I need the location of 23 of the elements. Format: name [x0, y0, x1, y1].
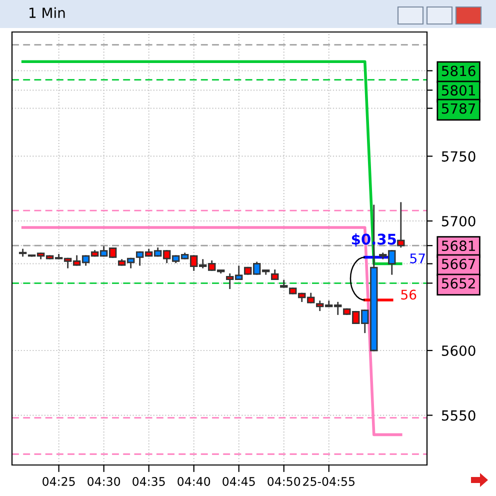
chart-title: 1 Min [30, 7, 65, 18]
x-tick-label: 04:50 [268, 477, 300, 486]
x-tick-label: 25-04:55 [303, 477, 354, 486]
y-tick-label: 5667 [442, 258, 476, 270]
y-tick-label: 5600 [442, 345, 476, 356]
y-tick-label: 5816 [442, 66, 476, 76]
x-tick-label: 04:40 [178, 477, 210, 486]
annotation: 56 [401, 290, 416, 300]
y-tick-label: 5801 [442, 85, 475, 96]
candlestick [280, 280, 288, 288]
y-tick-label: 5787 [442, 103, 476, 114]
x-tick-label: 04:25 [42, 477, 75, 486]
y-tick-label: 5750 [442, 151, 476, 162]
candlestick [397, 202, 405, 248]
text: 57 [410, 254, 425, 264]
y-tick-label: 5652 [442, 278, 475, 289]
y-tick-label: 5700 [442, 216, 476, 226]
y-tick-label: 5681 [442, 240, 475, 252]
y-tick-label: 5550 [442, 410, 476, 421]
x-tick-label: 04:35 [132, 477, 165, 486]
x-tick-label: 04:45 [222, 477, 255, 486]
x-tick-label: 04:30 [88, 477, 120, 486]
candlestick [271, 270, 279, 280]
